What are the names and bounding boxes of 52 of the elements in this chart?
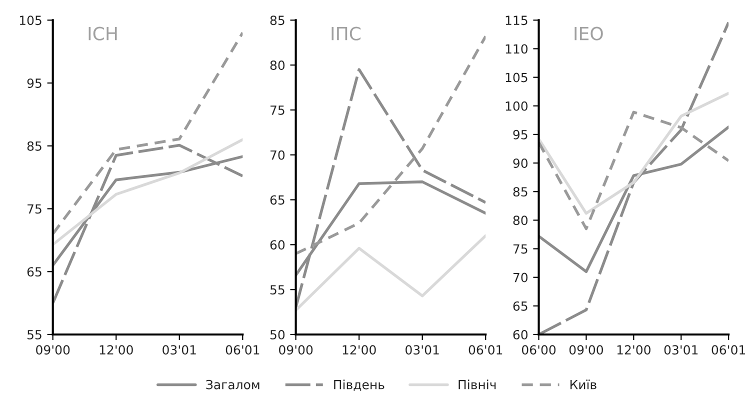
y-tick-label: 80 <box>513 216 528 226</box>
x-tick-label: 03'01 <box>664 345 698 355</box>
legend-label: Північ <box>458 380 496 390</box>
y-tick-label: 110 <box>506 44 528 54</box>
x-tick-label: 12'00 <box>342 345 376 355</box>
y-tick-label: 65 <box>27 267 42 277</box>
y-tick-label: 65 <box>270 195 284 205</box>
y-tick-label: 105 <box>20 16 42 26</box>
chart-title: ІПС <box>332 26 361 40</box>
x-tick-label: 09'00 <box>36 345 70 355</box>
y-tick-label: 60 <box>270 240 285 250</box>
y-tick-label: 55 <box>270 285 284 295</box>
y-tick-label: 85 <box>270 16 284 26</box>
y-tick-label: 100 <box>506 101 528 111</box>
y-tick-label: 85 <box>27 141 42 151</box>
y-tick-label: 90 <box>513 158 528 168</box>
y-tick-label: 85 <box>513 187 528 197</box>
y-tick-label: 75 <box>270 106 284 115</box>
legend-label: Південь <box>334 380 384 391</box>
x-tick-label: 09'00 <box>569 345 604 355</box>
y-tick-label: 95 <box>27 78 42 88</box>
x-tick-label: 06'01 <box>712 345 746 355</box>
line-series <box>52 144 243 304</box>
x-tick-label: 12'00 <box>617 345 650 355</box>
y-tick-label: 70 <box>513 272 528 282</box>
y-tick-label: 105 <box>506 72 528 82</box>
chart-title: ІЕО <box>574 26 603 40</box>
x-tick-label: 06'01 <box>468 345 502 355</box>
y-tick-label: 60 <box>513 330 528 340</box>
x-tick-label: 03'01 <box>406 345 439 355</box>
y-tick-label: 75 <box>513 244 528 254</box>
line-series <box>296 234 486 312</box>
x-tick-label: 06'01 <box>226 345 260 355</box>
y-tick-label: 95 <box>513 130 528 140</box>
y-tick-label: 115 <box>506 16 528 26</box>
legend-label: Загалом <box>206 380 260 390</box>
legend-label: Київ <box>570 380 596 390</box>
line-series <box>296 68 486 309</box>
x-tick-label: 06'00 <box>522 345 556 355</box>
x-tick-label: 12'00 <box>100 345 133 355</box>
y-tick-label: 55 <box>27 330 42 340</box>
y-tick-label: 75 <box>28 204 42 214</box>
line-series <box>538 110 729 230</box>
y-tick-label: 65 <box>513 301 528 311</box>
y-tick-label: 80 <box>270 60 285 70</box>
line-series <box>538 92 729 215</box>
x-tick-label: 03'01 <box>162 345 196 355</box>
chart-title: ІСН <box>88 26 117 40</box>
y-tick-label: 70 <box>270 150 285 160</box>
line-series <box>52 138 243 246</box>
x-tick-label: 09'00 <box>279 345 313 355</box>
y-tick-label: 50 <box>270 330 285 340</box>
